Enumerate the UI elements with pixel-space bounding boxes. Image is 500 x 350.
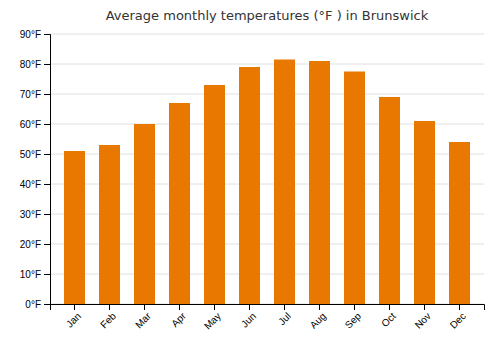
chart: 0°F 10°F 20°F 30°F 40°F 50°F 60°F 70°F 80°F 90°F J…: [0, 0, 500, 350]
tick-label: 40°F: [20, 179, 41, 190]
tick: 50°F: [20, 149, 50, 160]
tick-label: Jul: [276, 310, 293, 327]
tick-mark: [44, 64, 50, 65]
grid-line: [50, 94, 484, 95]
tick-mark: [44, 94, 50, 95]
tick-label: Oct: [379, 310, 398, 329]
bar: [414, 121, 435, 304]
tick-mark: [459, 304, 460, 310]
tick-mark: [44, 154, 50, 155]
bar: [379, 97, 400, 304]
tick: Nov: [413, 304, 433, 331]
tick: 60°F: [20, 119, 50, 130]
tick: Feb: [98, 304, 118, 330]
tick-label: 80°F: [20, 59, 41, 70]
tick-label: Nov: [413, 310, 433, 330]
tick: Mar: [133, 304, 153, 330]
tick: 80°F: [20, 59, 50, 70]
tick-label: Dec: [448, 310, 468, 330]
tick-mark: [44, 214, 50, 215]
tick-label: 20°F: [20, 239, 41, 250]
tick: 20°F: [20, 239, 50, 250]
title: Average monthly temperatures (°F ) in Br…: [106, 8, 429, 23]
bar: [64, 151, 85, 304]
bar: [99, 145, 120, 304]
bar: [204, 85, 225, 304]
tick-label: 60°F: [20, 119, 41, 130]
tick-label: 70°F: [20, 89, 41, 100]
tick: Apr: [169, 304, 188, 329]
tick-label: 0°F: [25, 299, 41, 310]
tick-mark: [284, 304, 285, 310]
tick-mark: [44, 124, 50, 125]
tick-label: Jan: [64, 310, 83, 329]
bars: [64, 60, 470, 305]
tick-label: Apr: [169, 310, 188, 329]
bar: [239, 67, 260, 304]
tick: 10°F: [20, 269, 50, 280]
bar: [449, 142, 470, 304]
grid-line: [50, 64, 484, 65]
tick-label: Jun: [239, 310, 258, 329]
tick: 40°F: [20, 179, 50, 190]
grid-line: [50, 34, 484, 35]
tick-mark: [144, 304, 145, 310]
bar: [169, 103, 190, 304]
tick: 70°F: [20, 89, 50, 100]
tick: 90°F: [20, 29, 50, 40]
plot: 0°F 10°F 20°F 30°F 40°F 50°F 60°F 70°F 80°F 90°F J…: [20, 29, 485, 332]
grid: [50, 34, 484, 304]
tick-mark: [424, 304, 425, 310]
tick-mark: [44, 244, 50, 245]
tick-mark: [44, 304, 50, 305]
tick: Jan: [64, 304, 83, 330]
tick-mark: [44, 34, 50, 35]
tick: Jul: [276, 304, 293, 327]
tick-label: Aug: [308, 310, 328, 330]
tick-mark: [44, 184, 50, 185]
tick-label: 90°F: [20, 29, 41, 40]
tick-mark: [389, 304, 390, 310]
tick-mark: [74, 304, 75, 310]
tick-mark: [319, 304, 320, 310]
tick-label: 10°F: [20, 269, 41, 280]
tick: 0°F: [25, 299, 50, 310]
tick: Aug: [308, 304, 328, 331]
x-axis: Jan Feb Mar Apr May Jun Jul Aug Sep Oct Nov Dec: [51, 304, 485, 332]
bar: [274, 60, 295, 305]
tick: Jun: [239, 304, 258, 330]
axis-line: [44, 35, 51, 305]
tick-mark: [179, 304, 180, 310]
tick-label: Sep: [343, 310, 364, 331]
tick-mark: [109, 304, 110, 310]
tick: 30°F: [20, 209, 50, 220]
y-axis: 0°F 10°F 20°F 30°F 40°F 50°F 60°F 70°F 80°F 90°F: [20, 29, 51, 310]
axis-line: [51, 305, 485, 311]
tick: Sep: [343, 304, 364, 331]
tick: Dec: [448, 304, 468, 331]
tick-label: 30°F: [20, 209, 41, 220]
bar: [344, 72, 365, 305]
tick-mark: [354, 304, 355, 310]
tick: May: [202, 304, 223, 332]
tick-mark: [44, 274, 50, 275]
tick-mark: [249, 304, 250, 310]
tick-label: Mar: [133, 310, 153, 330]
tick: Oct: [379, 304, 398, 329]
tick-mark: [214, 304, 215, 310]
tick-label: May: [202, 310, 223, 331]
bar: [134, 124, 155, 304]
tick-label: Feb: [98, 310, 118, 330]
bar: [309, 61, 330, 304]
tick-label: 50°F: [20, 149, 41, 160]
